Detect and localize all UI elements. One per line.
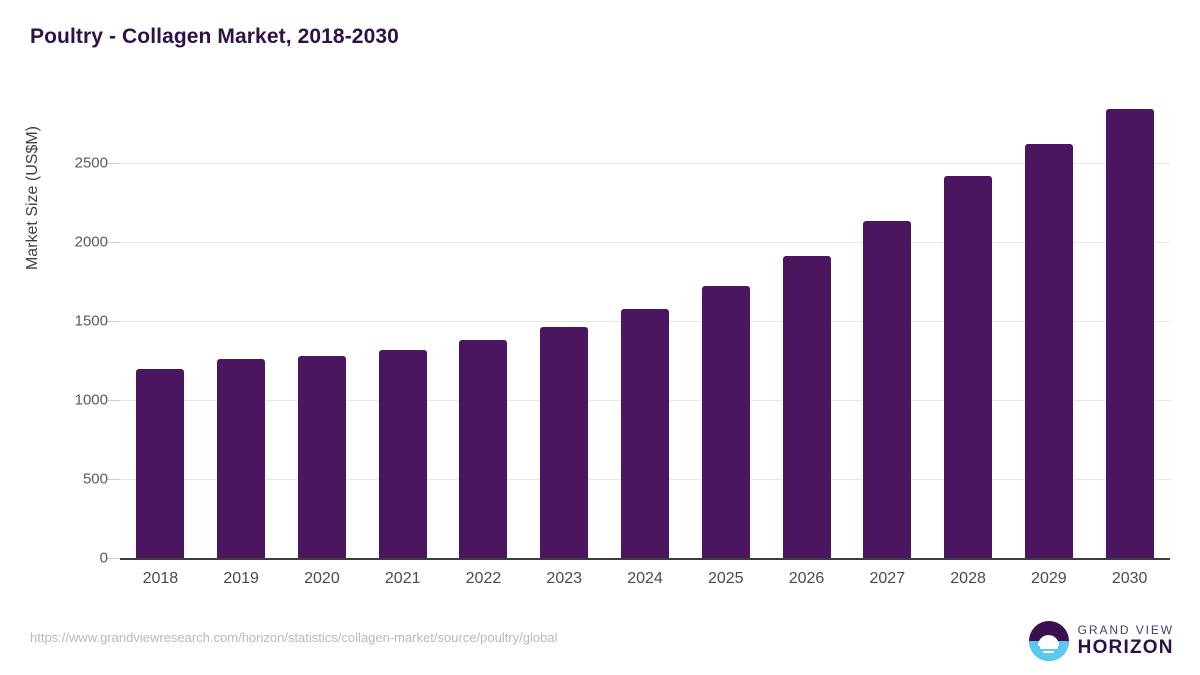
bar-2028[interactable] — [944, 175, 993, 558]
y-tick-label: 2000 — [74, 233, 108, 251]
brand-logo[interactable]: GRAND VIEW HORIZON — [1028, 620, 1174, 662]
x-tick-label-2029: 2029 — [1031, 570, 1067, 587]
bar-2030[interactable] — [1105, 108, 1154, 558]
bar-2021[interactable] — [378, 349, 427, 558]
logo-bottom-text: HORIZON — [1077, 637, 1174, 659]
bar-2029[interactable] — [1024, 143, 1073, 558]
bar-2027[interactable] — [863, 221, 912, 558]
x-tick-label-2020: 2020 — [304, 570, 340, 587]
bar-2024[interactable] — [621, 308, 669, 558]
bar-2023[interactable] — [540, 326, 589, 558]
y-tick-mark — [106, 242, 120, 244]
page-title: Poultry - Collagen Market, 2018-2030 — [30, 25, 399, 48]
x-tick-label-2028: 2028 — [950, 570, 986, 587]
logo-line-lower — [1043, 650, 1055, 653]
y-tick-mark — [106, 558, 120, 559]
bar-2026[interactable] — [782, 255, 831, 558]
y-axis-title: Market Size (US$M) — [24, 125, 41, 271]
plot-area — [120, 100, 1170, 558]
horizon-sun-circle-icon — [1028, 621, 1069, 661]
x-tick-label-2025: 2025 — [707, 570, 744, 587]
y-tick-label: 2500 — [74, 154, 108, 172]
x-tick-label-2027: 2027 — [869, 570, 906, 587]
logo-wordmark: GRAND VIEW HORIZON — [1078, 623, 1174, 659]
y-tick-label: 1500 — [74, 312, 108, 330]
y-tick-mark — [106, 321, 120, 323]
y-tick-label: 500 — [82, 470, 108, 488]
x-tick-label-2019: 2019 — [223, 570, 259, 587]
y-tick-label: 0 — [99, 549, 108, 567]
y-tick-label: 1000 — [74, 391, 108, 409]
bar-2022[interactable] — [459, 340, 508, 558]
gridline — [120, 163, 1170, 165]
x-axis-line — [120, 558, 1170, 560]
source-url[interactable]: https://www.grandviewresearch.com/horizo… — [30, 630, 558, 645]
x-tick-label-2023: 2023 — [546, 570, 583, 587]
x-tick-label-2030: 2030 — [1111, 570, 1148, 587]
bar-2019[interactable] — [217, 359, 266, 558]
gridline — [120, 242, 1170, 244]
x-tick-label-2026: 2026 — [788, 570, 825, 587]
y-tick-mark — [106, 479, 120, 481]
x-tick-label-2024: 2024 — [627, 570, 663, 587]
y-tick-mark — [106, 163, 120, 165]
logo-top-text: GRAND VIEW — [1077, 623, 1174, 638]
x-tick-label-2018: 2018 — [142, 570, 179, 587]
bar-2020[interactable] — [297, 356, 346, 558]
logo-line-upper — [1039, 646, 1058, 649]
bar-2018[interactable] — [136, 369, 185, 558]
x-tick-label-2022: 2022 — [465, 570, 502, 587]
logo-sun-dome — [1038, 634, 1060, 646]
bar-2025[interactable] — [701, 286, 750, 558]
x-tick-label-2021: 2021 — [384, 570, 421, 587]
y-tick-mark — [106, 400, 120, 402]
